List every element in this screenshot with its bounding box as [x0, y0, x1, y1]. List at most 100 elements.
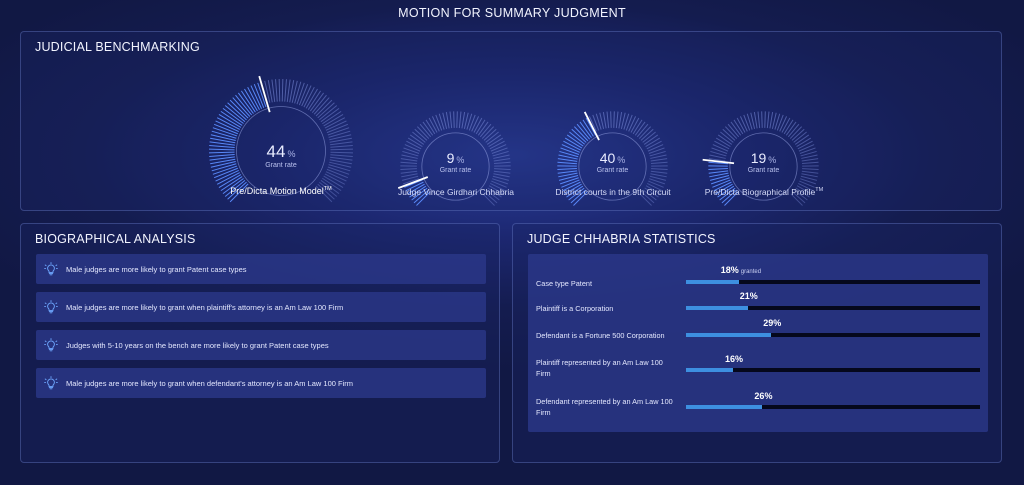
gauge-tick: [485, 189, 500, 201]
gauge-tick: [328, 130, 351, 138]
gauge-tick: [558, 154, 578, 160]
gauge-tick: [291, 80, 298, 103]
stat-bar-track: [686, 280, 980, 284]
gauge-sublabel: Grant rate: [439, 167, 472, 174]
gauge-tick: [209, 151, 235, 154]
gauge-tick: [222, 107, 244, 124]
gauge-tick: [648, 147, 665, 154]
gauge-tick: [638, 126, 652, 139]
gauge-tick: [801, 158, 819, 162]
judicial-benchmarking-panel: JUDICIAL BENCHMARKING 44% Grant rate Pre…: [20, 31, 1002, 211]
gauge-tick: [413, 189, 430, 204]
gauge-inner-ring: [421, 132, 490, 201]
gauge-tick: [643, 134, 659, 145]
gauge-tick: [573, 191, 588, 206]
gauge-tick: [719, 187, 736, 201]
gauge-tick: [769, 111, 774, 129]
stat-bar-track: [686, 333, 980, 337]
gauge-tick: [649, 175, 667, 181]
gauge-tick: [305, 88, 318, 109]
gauge-tick: [800, 150, 817, 157]
gauge-tick: [484, 191, 498, 204]
gauge-tick: [210, 161, 236, 168]
gauge-tick: [493, 170, 511, 174]
gauge-judge-chhabria-dial: [397, 111, 511, 206]
gauge-tick: [326, 168, 349, 179]
gauge-tick: [289, 80, 295, 103]
gauge-tick: [490, 182, 506, 192]
gauge-tick: [301, 85, 312, 107]
gauge-tick: [491, 180, 507, 188]
gauge-tick: [642, 131, 656, 143]
stat-bar-fill: [686, 368, 734, 372]
gauge-tick: [790, 193, 803, 206]
gauge-tick: [493, 154, 510, 159]
gauge-tick: [210, 137, 236, 144]
gauge-tick: [562, 181, 581, 192]
gauge-tick: [739, 116, 748, 132]
gauge-tick: [610, 111, 612, 128]
gauge-tick: [569, 131, 585, 145]
gauge-tick: [402, 150, 419, 157]
gauge-tick: [244, 88, 258, 112]
gauge-tick: [479, 123, 492, 138]
gauge-tick: [558, 174, 579, 181]
gauge-tick: [492, 178, 509, 185]
gauge-tick: [322, 177, 342, 192]
gauge-tick: [401, 173, 418, 178]
stat-label: Defendant represented by an Am Law 100 F…: [536, 397, 673, 417]
gauge-tick: [801, 173, 818, 178]
bio-insight-text: Judges with 5-10 years on the bench are …: [66, 340, 329, 350]
gauge-tick: [712, 144, 729, 152]
bio-insight-text: Male judges are more likely to grant whe…: [66, 378, 353, 388]
gauge-tick: [595, 113, 602, 130]
gauge-tick: [400, 158, 418, 162]
gauge-tick: [796, 137, 812, 147]
gauge-tick: [493, 158, 511, 162]
gauge-tick: [710, 177, 730, 185]
gauge-district-courts: 40% Grant rate District courts in the 9t…: [555, 109, 671, 224]
gauge-tick: [557, 158, 578, 162]
gauge-tick: [801, 161, 819, 165]
gauge-tick: [428, 117, 438, 133]
bio-insight-item[interactable]: Male judges are more likely to grant whe…: [36, 368, 486, 398]
gauge-tick: [453, 111, 455, 128]
gauge-tick: [571, 128, 587, 143]
gauge-tick: [491, 147, 508, 154]
gauge-tick: [330, 148, 353, 151]
gauge-tick: [488, 137, 504, 147]
gauge-tick: [564, 183, 582, 195]
gauge-value: 44%: [266, 142, 296, 161]
bio-insight-item[interactable]: Male judges are more likely to grant Pat…: [36, 254, 486, 284]
bio-insight-item[interactable]: Male judges are more likely to grant whe…: [36, 292, 486, 322]
gauge-tick: [492, 150, 509, 157]
gauge-tick: [458, 111, 462, 129]
gauge-tick: [791, 128, 805, 141]
gauge-tick: [645, 137, 661, 147]
bio-insight-item[interactable]: Judges with 5-10 years on the bench are …: [36, 330, 486, 360]
gauge-tick: [793, 131, 807, 143]
gauge-tick: [406, 140, 422, 150]
gauge-label: Judge Vince Girdhari Chhabria: [397, 187, 515, 197]
gauge-tick: [794, 134, 810, 145]
gauge-tick: [557, 167, 577, 171]
gauge-biographical-profile: 19% Grant rate Pre/Dicta Biographical Pr…: [702, 109, 823, 224]
gauge-tick: [713, 181, 732, 192]
gauge-tick: [708, 170, 729, 174]
gauge-tick: [403, 147, 420, 154]
gauge-tick: [271, 79, 276, 102]
gauge-tick: [328, 164, 351, 172]
stat-bar-track: [686, 306, 980, 310]
gauge-tick: [400, 170, 418, 174]
gauge-tick: [776, 114, 784, 131]
gauge-tick: [557, 170, 578, 174]
gauge-tick: [227, 181, 247, 200]
gauge-tick: [797, 140, 813, 150]
gauge-tick: [315, 185, 333, 203]
gauge-tick: [566, 185, 584, 198]
gauge-tick: [561, 179, 580, 188]
gauge-tick: [250, 85, 263, 109]
gauge-tick: [606, 111, 610, 129]
gauge-tick: [264, 80, 271, 103]
gauge-needle: [397, 176, 429, 189]
